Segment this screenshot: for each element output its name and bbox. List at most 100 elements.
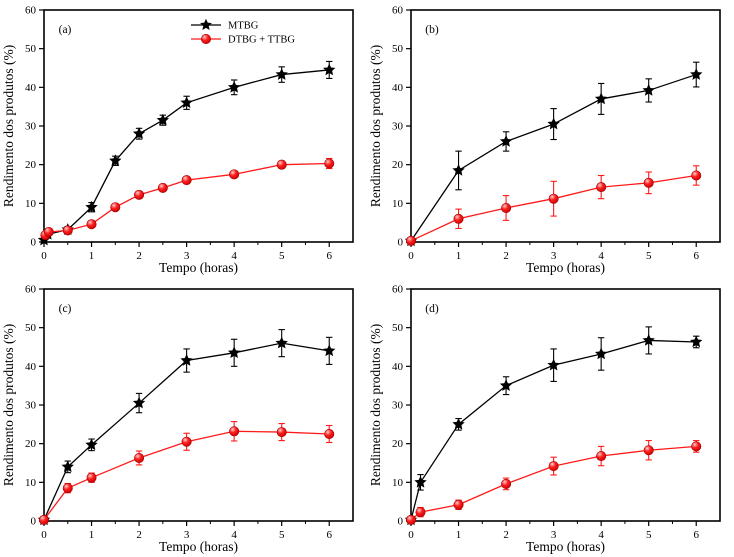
- x-tick-label: 2: [503, 250, 509, 262]
- x-tick-label: 0: [408, 529, 414, 541]
- x-tick-label: 2: [136, 529, 142, 541]
- series-line: [410, 339, 697, 520]
- y-tick-label: 10: [25, 477, 37, 489]
- y-tick-label: 40: [25, 82, 37, 94]
- circle-marker: [691, 441, 702, 452]
- circle-marker: [276, 159, 287, 170]
- series-mtbg: [404, 61, 703, 247]
- x-tick-label: 3: [551, 250, 557, 262]
- circle-marker: [276, 427, 287, 438]
- star-marker: [180, 96, 193, 109]
- y-axis-label: Rendimento dos produtos (%): [368, 45, 383, 207]
- circle-marker: [181, 436, 192, 447]
- circle-marker: [157, 182, 168, 193]
- circle-marker: [110, 202, 121, 213]
- panel-label: (d): [425, 303, 439, 315]
- circle-marker: [548, 193, 559, 204]
- circle-marker: [405, 514, 416, 525]
- star-marker: [323, 344, 336, 357]
- x-tick-label: 1: [89, 250, 95, 262]
- y-tick-label: 0: [31, 237, 37, 249]
- star-marker: [452, 163, 465, 176]
- y-tick-label: 20: [392, 438, 404, 450]
- circle-marker: [548, 461, 559, 472]
- x-axis-label: Tempo (horas): [159, 539, 238, 554]
- series-mtbg: [37, 60, 336, 246]
- x-tick-label: 6: [693, 250, 699, 262]
- circle-marker: [38, 514, 49, 525]
- star-marker: [180, 354, 193, 366]
- y-tick-label: 10: [392, 198, 404, 210]
- x-tick-label: 0: [41, 250, 47, 262]
- star-marker: [547, 117, 560, 130]
- circle-marker: [62, 483, 73, 494]
- y-tick-label: 0: [398, 516, 404, 528]
- y-tick-label: 60: [392, 284, 404, 296]
- x-axis-label: Tempo (horas): [159, 260, 238, 275]
- y-tick-label: 10: [25, 198, 37, 210]
- circle-marker: [453, 499, 464, 510]
- panel-label: (a): [59, 24, 72, 36]
- panel-a: 0 1 2 3 4 5 6 0 10 20 30 40 50 60 Tempo (horas) Rendime…: [0, 0, 367, 278]
- y-tick-label: 50: [25, 43, 37, 55]
- star-marker: [61, 460, 74, 473]
- y-tick-label: 60: [392, 5, 404, 17]
- x-tick-label: 6: [326, 250, 332, 262]
- circle-marker: [643, 177, 654, 188]
- circle-marker: [43, 226, 54, 237]
- star-marker: [85, 200, 98, 213]
- circle-marker: [501, 478, 512, 489]
- star-marker: [85, 438, 98, 451]
- y-axis-label: Rendimento dos produtos (%): [1, 324, 16, 486]
- legend-circle-marker: [201, 33, 212, 44]
- circle-marker: [415, 507, 426, 518]
- circle-marker: [86, 472, 97, 483]
- star-marker: [109, 154, 122, 167]
- circle-marker: [643, 445, 654, 456]
- y-tick-label: 40: [392, 361, 404, 373]
- series-line: [43, 69, 330, 241]
- circle-marker: [405, 235, 416, 246]
- x-tick-label: 6: [693, 529, 699, 541]
- series-dtbg-ttbg: [405, 165, 702, 246]
- y-axis-label: Rendimento dos produtos (%): [368, 324, 383, 486]
- series-dtbg-ttbg: [38, 421, 335, 525]
- x-tick-label: 3: [184, 250, 190, 262]
- circle-marker: [324, 429, 335, 440]
- circle-marker: [62, 225, 73, 236]
- x-axis-label: Tempo (horas): [526, 539, 605, 554]
- legend: MTBG DTBG + TTBG: [191, 18, 295, 46]
- x-tick-label: 0: [408, 250, 414, 262]
- star-marker: [323, 63, 336, 76]
- x-tick-label: 4: [598, 250, 604, 262]
- star-marker: [547, 358, 560, 371]
- series-mtbg: [37, 329, 336, 526]
- y-tick-label: 0: [398, 237, 404, 249]
- x-tick-label: 2: [503, 529, 509, 541]
- series-dtbg-ttbg: [40, 157, 335, 241]
- y-tick-label: 10: [392, 477, 404, 489]
- series-line: [43, 342, 330, 521]
- x-tick-label: 5: [646, 529, 652, 541]
- star-marker: [132, 127, 146, 139]
- circle-marker: [134, 452, 145, 463]
- y-tick-label: 60: [25, 284, 37, 296]
- panel-b: 0 1 2 3 4 5 6 0 10 20 30 40 50 60 Tempo (horas) Rendime…: [367, 0, 734, 278]
- circle-marker: [86, 219, 97, 230]
- legend-label: DTBG + TTBG: [228, 35, 295, 46]
- y-tick-label: 60: [25, 5, 37, 17]
- x-tick-label: 2: [136, 250, 142, 262]
- circle-marker: [324, 158, 335, 169]
- axes-box: [410, 9, 721, 243]
- x-tick-label: 0: [41, 529, 47, 541]
- star-marker: [227, 80, 241, 93]
- y-tick-label: 20: [25, 438, 37, 450]
- axes-box: [43, 288, 354, 522]
- x-tick-label: 5: [279, 529, 285, 541]
- x-tick-label: 4: [231, 250, 237, 262]
- series-line: [410, 445, 697, 521]
- y-tick-label: 20: [25, 159, 37, 171]
